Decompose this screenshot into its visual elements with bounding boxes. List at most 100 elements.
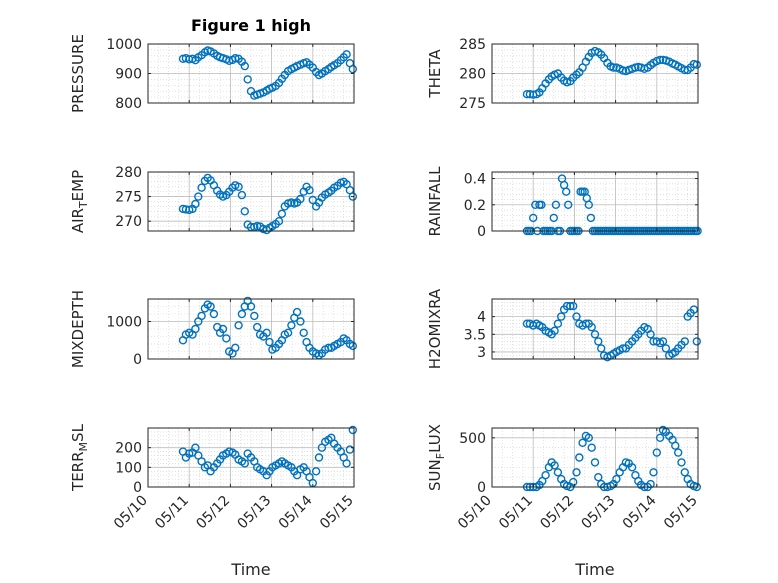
data-point [566,301,575,311]
y-axis-label: SUNFLUX [426,424,447,491]
data-point [564,200,573,210]
data-point [671,441,680,450]
subplot-3: 270 275 280 AIRTEMP [69,165,357,235]
data-point [299,328,308,337]
y-axis-label: H2OMIXRA [426,288,444,369]
data-point [661,344,671,353]
data-point [231,54,240,63]
data-series [178,425,357,488]
x-axis-label-right: Time [574,560,614,579]
data-point [246,302,256,311]
data-point [314,453,324,462]
data-series [522,301,701,362]
data-point [250,311,259,321]
y-tick-label: 500 [459,431,486,447]
y-tick-label: 0.2 [464,198,486,214]
y-tick-label: 200 [115,441,142,457]
data-point [658,337,668,346]
data-point [305,185,314,195]
data-point [550,326,559,335]
data-point [674,448,683,457]
data-point [277,209,287,219]
data-point [348,425,357,435]
data-point [550,461,559,470]
axes-box [147,298,355,360]
subplot-5: 0 1000 MIXDEPTH [69,290,357,368]
data-point [578,438,587,447]
y-tick-label: 1000 [106,315,142,331]
data-point [234,182,243,192]
data-point [655,433,665,442]
data-point [191,199,200,209]
y-axis-label: AIRTEMP [69,170,90,233]
data-point [537,200,546,210]
y-tick-label: 280 [459,67,486,83]
y-axis-label: MIXDEPTH [69,290,87,368]
axes-box [147,427,355,488]
data-point [553,468,563,477]
data-point [569,301,578,311]
axes-box [491,171,699,232]
y-tick-label: 900 [115,67,142,83]
data-point [206,302,215,311]
y-axis-label: PRESSURE [69,34,87,113]
data-point [557,312,566,321]
y-axis-label: TERRMSL [69,423,90,492]
axes-box [491,427,699,488]
y-tick-label: 0.4 [464,172,486,188]
data-point [522,89,532,99]
data-point [222,334,231,343]
data-point [586,213,596,223]
data-point [569,477,578,487]
data-point [551,200,561,210]
data-point [692,337,701,346]
data-point [184,55,194,64]
data-point [572,312,581,321]
data-point [296,317,305,326]
data-point [324,343,333,352]
data-point [594,337,603,346]
subplot-4: 0 0.2 0.4 RAINFALL [426,166,702,240]
plot-area [492,172,698,231]
data-point [240,459,250,468]
y-tick-label: 3 [477,345,486,361]
data-point [348,64,357,74]
data-point [311,467,321,476]
axes-box [491,298,699,360]
data-series [522,46,701,99]
y-tick-label: 280 [115,165,142,181]
data-point [692,60,701,69]
data-point [218,324,228,334]
data-point [237,309,247,319]
y-tick-label: 275 [115,190,142,206]
data-point [342,459,351,468]
data-point [680,468,689,477]
y-tick-label: 4 [477,310,486,326]
figure-title: Figure 1 high [191,16,311,35]
data-point [597,344,606,353]
y-axis-label: RAINFALL [426,166,444,237]
y-tick-label: 270 [115,214,142,230]
data-point [234,321,243,330]
y-tick-label: 100 [115,460,142,476]
data-point [348,341,357,351]
y-tick-label: 1000 [106,37,142,53]
data-point [584,433,593,442]
data-point [584,200,593,210]
data-point [287,321,296,330]
y-tick-label: 800 [115,96,142,112]
data-point [562,301,572,311]
data-point [590,458,600,467]
data-point [680,337,689,346]
data-point [191,443,200,452]
data-point [594,473,603,482]
y-tick-label: 0 [477,480,486,496]
data-point [265,337,274,347]
data-point [553,319,563,328]
data-point [575,453,584,462]
data-point [531,200,540,210]
data-point [274,216,284,226]
y-tick-label: 0 [133,480,142,496]
data-point [587,443,596,452]
